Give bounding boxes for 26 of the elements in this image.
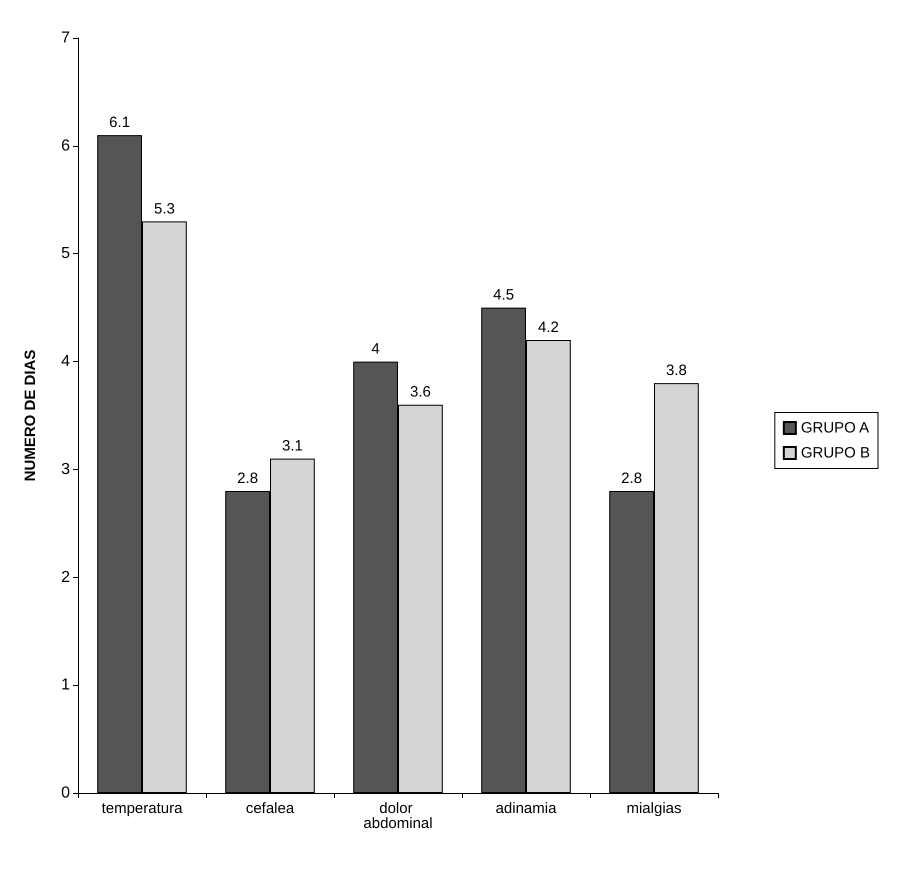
y-tick-label: 2	[61, 568, 70, 586]
data-label: 3.6	[410, 384, 431, 401]
x-tick-label: mialgias	[626, 800, 682, 817]
data-label: 4.2	[538, 319, 559, 336]
x-tick-label: temperatura	[102, 800, 184, 817]
data-label: 3.1	[282, 438, 303, 455]
y-tick-label: 6	[61, 137, 70, 154]
y-tick-label: 0	[61, 784, 70, 802]
data-label: 2.8	[621, 470, 642, 487]
data-label: 2.8	[237, 470, 258, 487]
y-axis-title: NUMERO DE DIAS	[22, 350, 39, 482]
x-tick-label: cefalea	[246, 800, 295, 817]
data-label: 3.8	[666, 362, 687, 380]
y-tick-label: 3	[61, 460, 70, 478]
y-tick-label: 1	[61, 676, 70, 694]
data-label: 4.5	[493, 286, 514, 304]
x-tick-label: dolor abdominal	[363, 800, 433, 832]
y-tick-label: 7	[61, 30, 70, 46]
data-label: 6.1	[109, 114, 130, 132]
y-tick-label: 5	[61, 245, 70, 262]
legend-label: GRUPO A	[800, 420, 870, 436]
y-tick-label: 4	[61, 353, 70, 370]
data-label: 5.3	[154, 200, 175, 218]
legend-label: GRUPO B	[800, 444, 870, 462]
x-tick-label: adinamia	[496, 800, 558, 817]
data-label: 4	[371, 340, 380, 358]
